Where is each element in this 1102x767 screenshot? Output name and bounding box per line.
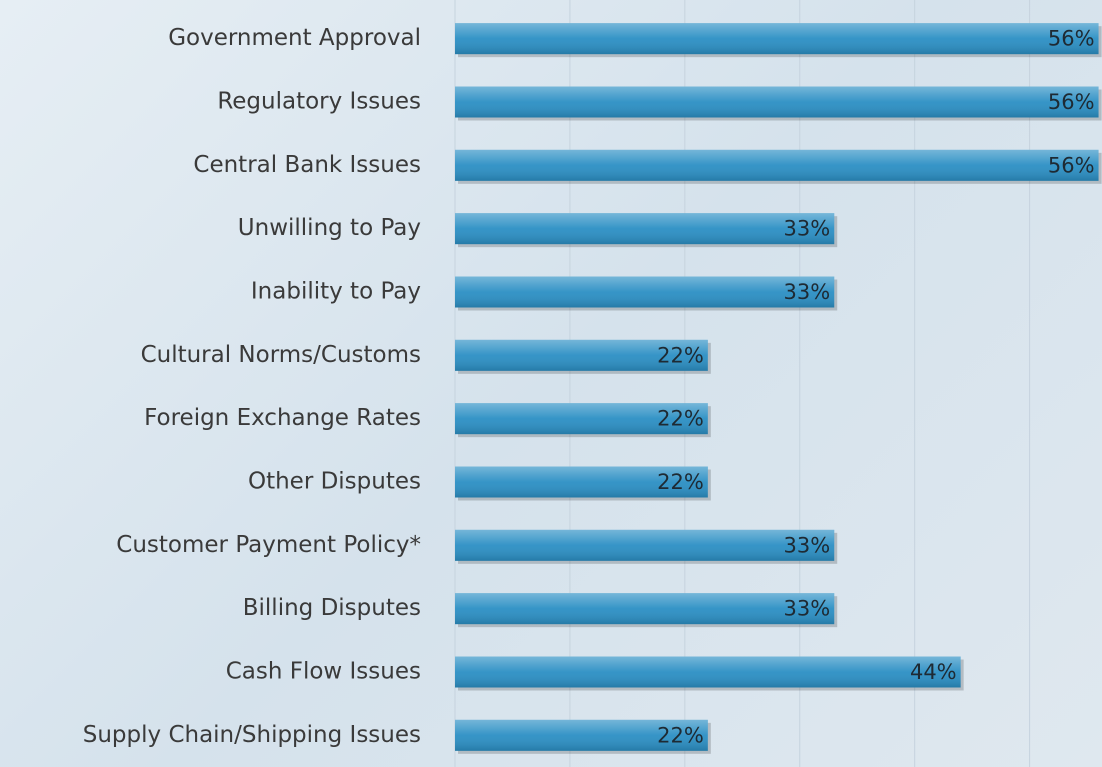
y-tick-label: Inability to Pay: [251, 279, 421, 305]
y-tick-label: Cultural Norms/Customs: [141, 342, 421, 368]
value-label: 33%: [784, 217, 831, 241]
value-label: 22%: [657, 343, 704, 367]
y-tick-label: Foreign Exchange Rates: [144, 405, 421, 431]
value-label: 22%: [657, 470, 704, 494]
bar-shine: [455, 149, 1099, 181]
bar-shine: [455, 719, 708, 751]
y-tick-label: Customer Payment Policy*: [116, 532, 421, 558]
y-tick-label: Regulatory Issues: [217, 89, 421, 115]
y-tick-label: Government Approval: [168, 25, 421, 51]
bar-shine: [455, 276, 835, 308]
bar-shine: [455, 86, 1099, 118]
bar-shine: [455, 213, 835, 245]
value-label: 56%: [1048, 153, 1095, 177]
value-label: 44%: [910, 660, 957, 684]
y-tick-label: Cash Flow Issues: [226, 659, 421, 685]
y-tick-label: Billing Disputes: [243, 595, 421, 621]
y-tick-label: Unwilling to Pay: [238, 215, 421, 241]
bar-shine: [455, 466, 708, 498]
value-label: 22%: [657, 723, 704, 747]
y-tick-label: Other Disputes: [248, 469, 421, 495]
value-label: 33%: [784, 533, 831, 557]
value-label: 56%: [1048, 27, 1095, 51]
bar-shine: [455, 23, 1099, 55]
bar-shine: [455, 656, 961, 688]
bar-shine: [455, 403, 708, 435]
y-tick-label: Supply Chain/Shipping Issues: [83, 722, 421, 748]
bar-shine: [455, 593, 835, 625]
value-label: 22%: [657, 407, 704, 431]
bar-shine: [455, 529, 835, 561]
y-tick-label: Central Bank Issues: [193, 152, 421, 178]
value-label: 56%: [1048, 90, 1095, 114]
bar-shine: [455, 339, 708, 371]
value-label: 33%: [784, 280, 831, 304]
value-label: 33%: [784, 597, 831, 621]
